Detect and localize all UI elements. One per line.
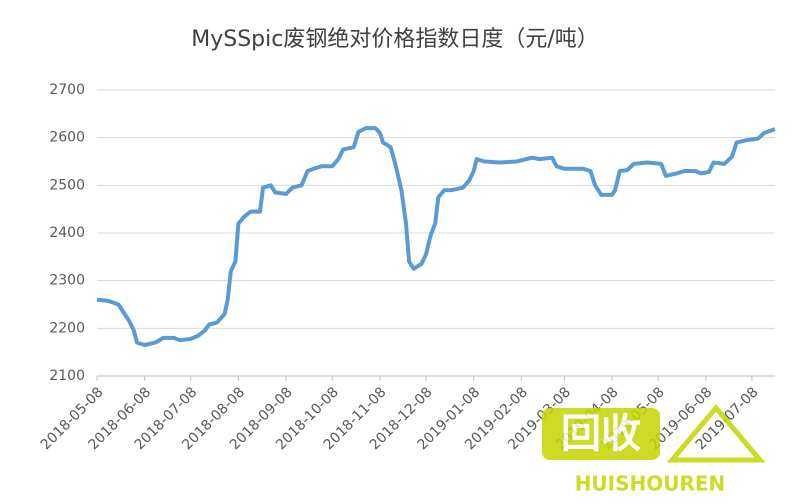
y-tick-label: 2200 xyxy=(49,320,85,336)
watermark-leaf xyxy=(666,404,766,463)
y-tick-label: 2100 xyxy=(49,368,85,384)
y-tick-label: 2700 xyxy=(49,82,85,98)
watermark-box xyxy=(542,408,660,460)
watermark-text: HUISHOUREN xyxy=(575,472,726,496)
watermark-logo: 回收 xyxy=(561,411,641,457)
y-tick-label: 2300 xyxy=(49,273,85,289)
y-tick-label: 2500 xyxy=(49,177,85,193)
line xyxy=(96,126,776,347)
y-tick-label: 2600 xyxy=(49,130,85,146)
y-tick-label: 2400 xyxy=(49,225,85,241)
watermark: 回收 HUISHOUREN xyxy=(542,404,766,496)
chart-title: MySSpic废钢绝对价格指数日度（元/吨） xyxy=(191,27,599,52)
